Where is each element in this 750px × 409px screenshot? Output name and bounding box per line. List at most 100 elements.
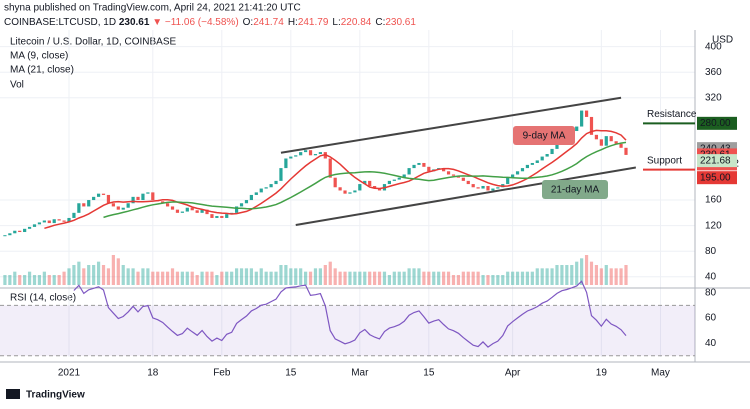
candle bbox=[249, 194, 253, 201]
logo bbox=[6, 389, 20, 399]
candle bbox=[313, 154, 318, 156]
volume-bar bbox=[511, 271, 515, 285]
y-tick-label: 40 bbox=[705, 271, 717, 282]
moving-average bbox=[103, 141, 627, 219]
candle bbox=[87, 200, 91, 207]
candle bbox=[274, 180, 278, 185]
ohlc-label: C: bbox=[375, 17, 385, 28]
volume-bar bbox=[52, 275, 56, 285]
candle bbox=[220, 216, 224, 218]
candle bbox=[545, 154, 549, 157]
volume-bar bbox=[170, 268, 175, 285]
volume-bar bbox=[604, 265, 608, 285]
ohlc-value: 220.84 bbox=[341, 17, 372, 28]
candle bbox=[412, 164, 416, 169]
volume-bar bbox=[62, 271, 66, 285]
candle bbox=[550, 148, 554, 155]
candle bbox=[72, 212, 76, 218]
volume-bar bbox=[77, 261, 81, 285]
candle bbox=[609, 136, 613, 142]
volume-bar bbox=[318, 268, 322, 285]
volume-bar bbox=[180, 271, 184, 285]
candle bbox=[96, 193, 101, 197]
candle bbox=[294, 155, 298, 157]
candle bbox=[279, 168, 283, 181]
volume-bar bbox=[96, 261, 101, 285]
y-tick-label: 400 bbox=[705, 41, 722, 52]
candle bbox=[225, 214, 229, 218]
volume-bar bbox=[437, 271, 441, 285]
candle bbox=[141, 193, 145, 201]
candle bbox=[318, 152, 322, 155]
volume-bar bbox=[387, 275, 391, 285]
ohlc-label: O: bbox=[243, 17, 254, 28]
volume-bar bbox=[126, 268, 130, 285]
candle bbox=[136, 196, 140, 201]
volume-bar bbox=[491, 275, 495, 285]
volume-bar bbox=[471, 271, 475, 285]
candle bbox=[491, 188, 495, 191]
candle bbox=[190, 207, 194, 211]
volume-bar bbox=[540, 268, 544, 285]
candle bbox=[520, 168, 525, 172]
candle bbox=[111, 203, 115, 207]
volume-bar bbox=[264, 271, 268, 285]
candle bbox=[8, 233, 12, 236]
volume-bar bbox=[442, 271, 446, 285]
candle bbox=[368, 180, 372, 186]
candle bbox=[594, 134, 599, 140]
candle bbox=[92, 196, 96, 201]
volume-bar bbox=[525, 271, 530, 285]
volume-bar bbox=[185, 271, 189, 285]
candle bbox=[195, 210, 199, 213]
trend-line bbox=[280, 96, 622, 154]
rsi-line bbox=[73, 280, 627, 348]
volume-bar bbox=[407, 268, 411, 285]
candle bbox=[624, 147, 628, 155]
ohlc-value: 230.61 bbox=[385, 17, 416, 28]
y-tick-label: 120 bbox=[705, 220, 722, 231]
candle bbox=[338, 187, 342, 191]
ohlc-value: 241.79 bbox=[298, 17, 329, 28]
chart-title: Litecoin / U.S. Dollar, 1D, COINBASE bbox=[10, 37, 177, 48]
candle bbox=[170, 206, 175, 210]
volume-bar bbox=[225, 271, 229, 285]
volume-bar bbox=[111, 255, 115, 285]
candle bbox=[580, 110, 584, 127]
volume-bar bbox=[456, 275, 461, 285]
candle bbox=[589, 116, 594, 135]
volume-bar bbox=[131, 268, 135, 285]
x-tick-label: 19 bbox=[596, 368, 608, 379]
candle bbox=[62, 220, 66, 222]
volume-bar bbox=[195, 275, 199, 285]
volume-bar bbox=[570, 265, 574, 285]
candle bbox=[210, 214, 214, 218]
volume-bar bbox=[323, 265, 327, 285]
candle bbox=[52, 219, 56, 224]
candle bbox=[397, 177, 401, 180]
candle bbox=[427, 166, 431, 172]
volume-bar bbox=[220, 271, 224, 285]
candle bbox=[185, 207, 189, 212]
candle bbox=[308, 150, 313, 156]
candle bbox=[599, 139, 603, 146]
candle bbox=[377, 188, 382, 191]
volume-bar bbox=[8, 275, 12, 285]
volume-bar bbox=[432, 271, 436, 285]
volume-bar bbox=[279, 265, 283, 285]
price-label: 280.00 bbox=[700, 118, 731, 129]
candle bbox=[259, 188, 263, 193]
candle bbox=[284, 158, 288, 169]
candle bbox=[254, 192, 258, 195]
candle bbox=[486, 185, 490, 191]
candle bbox=[244, 200, 249, 204]
volume-bar bbox=[373, 271, 377, 285]
volume-bar bbox=[530, 271, 534, 285]
volume-bar bbox=[609, 268, 613, 285]
candle bbox=[82, 203, 86, 207]
volume-bar bbox=[200, 271, 204, 285]
candle bbox=[506, 177, 510, 185]
candle bbox=[614, 141, 618, 144]
rsi-tick-label: 80 bbox=[705, 287, 717, 298]
